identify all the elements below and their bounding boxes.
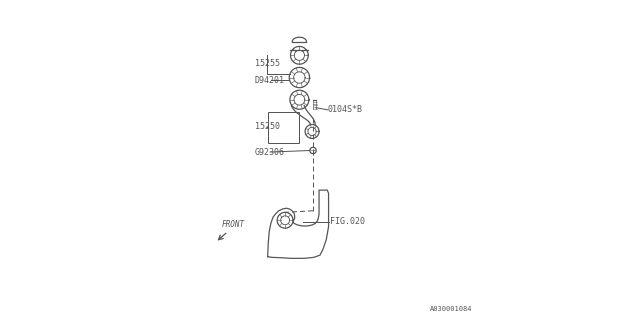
Text: FIG.020: FIG.020	[330, 217, 365, 226]
Text: G92306: G92306	[255, 148, 285, 156]
Bar	[268, 112, 300, 142]
Text: FRONT: FRONT	[221, 220, 244, 229]
Text: 0104S*B: 0104S*B	[328, 105, 363, 114]
Text: 15255: 15255	[255, 59, 280, 68]
Text: A030001084: A030001084	[430, 306, 472, 312]
Text: 15250: 15250	[255, 122, 280, 131]
Text: D94201: D94201	[255, 76, 285, 84]
